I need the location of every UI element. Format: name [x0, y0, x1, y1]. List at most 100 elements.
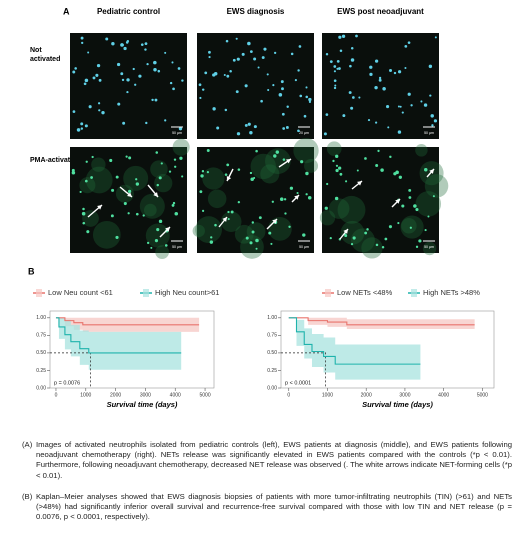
micrograph — [70, 33, 187, 139]
nucleus — [375, 121, 378, 124]
nucleus — [418, 239, 422, 243]
panel-label: B — [28, 266, 35, 276]
nucleus — [125, 41, 129, 44]
nucleus — [279, 197, 284, 201]
nucleus — [201, 209, 205, 213]
net-glow — [319, 210, 336, 226]
nucleus — [226, 74, 230, 78]
scale-bar-label: 50 µm — [299, 245, 309, 249]
nucleus — [236, 132, 241, 136]
nucleus — [117, 102, 121, 106]
nucleus — [285, 126, 289, 129]
nucleus — [350, 242, 354, 246]
nucleus — [397, 105, 400, 108]
nucleus — [298, 45, 302, 48]
nucleus — [255, 247, 258, 250]
arrow-head — [127, 192, 132, 197]
nucleus — [153, 60, 157, 65]
nucleus — [72, 70, 76, 74]
nucleus — [135, 212, 139, 216]
nucleus — [80, 127, 84, 130]
nucleus — [214, 223, 217, 227]
nucleus — [389, 155, 392, 159]
net-glow — [400, 215, 424, 239]
nucleus — [355, 34, 358, 38]
net-glow — [415, 144, 428, 157]
confidence-band — [55, 317, 182, 370]
column-header: EWS diagnosis — [227, 7, 285, 16]
scale-bar-label: 50 µm — [172, 245, 182, 249]
y-tick-label: 0.75 — [267, 333, 277, 339]
net-glow — [202, 167, 225, 190]
nucleus — [283, 198, 287, 201]
survival-curve — [55, 317, 182, 354]
nucleus — [150, 246, 153, 249]
nucleus — [352, 96, 355, 99]
nucleus — [261, 56, 265, 60]
nucleus — [249, 50, 253, 54]
nucleus — [413, 204, 417, 208]
nucleus — [272, 84, 275, 87]
nucleus — [297, 69, 300, 72]
nucleus — [282, 158, 286, 161]
nucleus — [284, 212, 287, 215]
nucleus — [339, 172, 343, 176]
caption-a: (A) Images of activated neutrophils isola… — [22, 440, 512, 481]
net-glow — [326, 141, 342, 157]
nucleus — [333, 79, 337, 83]
nucleus — [386, 105, 390, 109]
nucleus — [237, 168, 241, 171]
nucleus — [388, 225, 393, 229]
nucleus — [375, 243, 379, 247]
nucleus — [255, 149, 258, 153]
x-tick-label: 4000 — [438, 392, 449, 398]
nucleus — [253, 176, 256, 180]
nucleus — [115, 175, 119, 179]
nucleus — [271, 200, 274, 203]
nucleus — [348, 91, 352, 95]
nucleus — [273, 51, 277, 55]
nucleus — [369, 65, 373, 69]
nucleus — [253, 125, 257, 129]
nucleus — [308, 97, 312, 102]
nucleus — [80, 36, 84, 40]
nucleus — [325, 113, 329, 116]
nucleus — [109, 158, 113, 163]
nucleus — [226, 163, 230, 167]
nucleus — [294, 79, 297, 82]
nucleus — [213, 72, 218, 76]
nucleus — [198, 83, 202, 87]
net-glow — [350, 228, 375, 253]
net-glow — [240, 235, 264, 259]
nucleus — [128, 156, 132, 160]
net-glow — [419, 161, 444, 186]
nucleus — [307, 196, 312, 200]
caption-b: (B) Kaplan–Meier analyses showed that EWS… — [22, 492, 512, 523]
nucleus — [345, 180, 348, 183]
nucleus — [399, 105, 402, 108]
nucleus — [224, 173, 228, 176]
nucleus — [216, 126, 220, 130]
arrow-head — [272, 219, 277, 224]
nucleus — [358, 96, 361, 99]
net-glow — [150, 160, 168, 178]
nucleus — [80, 122, 84, 126]
nucleus — [164, 244, 168, 247]
nucleus — [172, 201, 176, 205]
nucleus — [407, 41, 411, 44]
nucleus — [338, 166, 342, 170]
nucleus — [115, 235, 119, 240]
arrow-head — [294, 195, 299, 200]
net-glow — [361, 237, 383, 259]
nucleus — [249, 171, 253, 175]
nucleus — [127, 212, 130, 215]
nucleus — [144, 48, 147, 51]
nucleus — [146, 62, 149, 66]
nucleus — [98, 109, 101, 112]
arrow-head — [153, 192, 158, 197]
nucleus — [334, 84, 337, 87]
nucleus — [168, 170, 172, 173]
net-glow — [143, 203, 157, 217]
nucleus — [350, 46, 354, 50]
